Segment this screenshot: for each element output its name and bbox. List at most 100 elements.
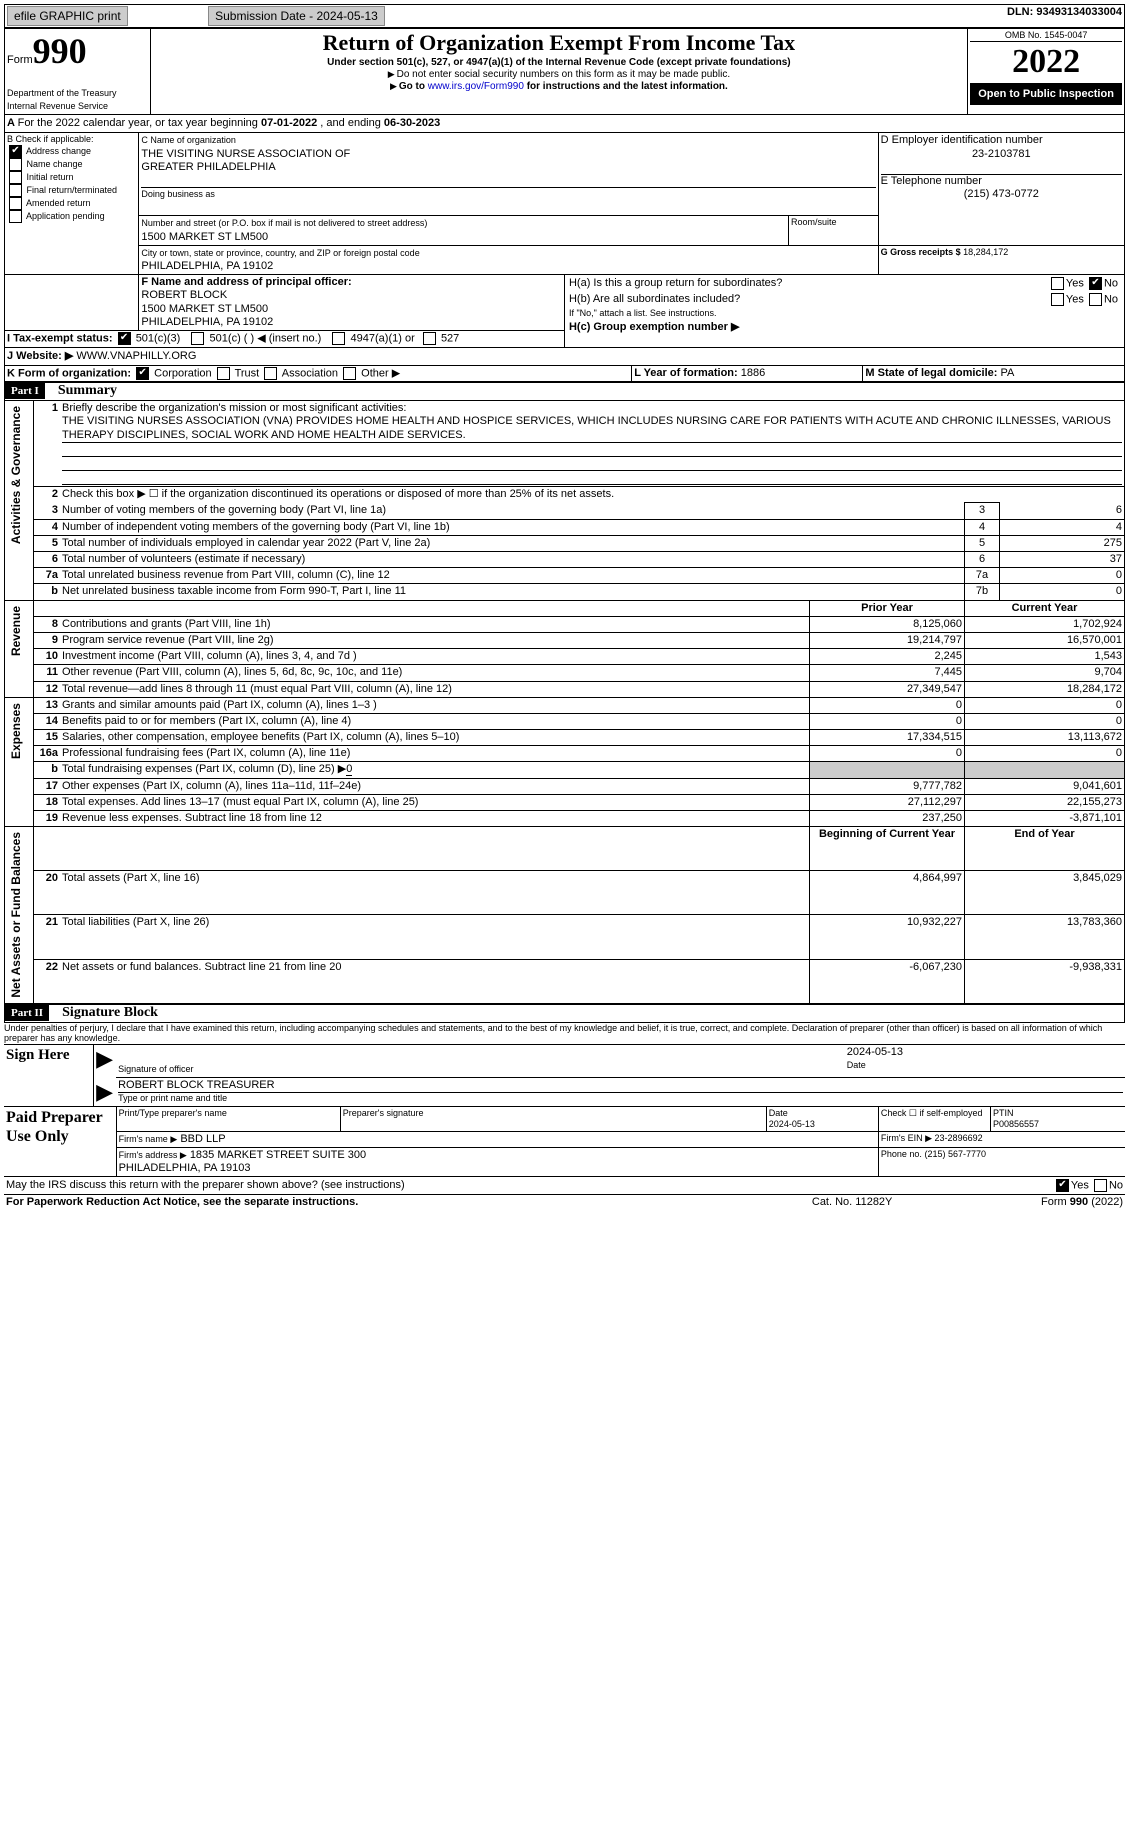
l-label: L Year of formation: bbox=[634, 367, 738, 379]
n: b bbox=[51, 585, 58, 597]
top-bar: efile GRAPHIC print Submission Date - 20… bbox=[4, 4, 1125, 28]
c: 22,155,273 bbox=[965, 794, 1125, 810]
section-bcdefg: B Check if applicable: ✔ Address change … bbox=[4, 133, 1125, 275]
officer-addr1: 1500 MARKET ST LM500 bbox=[141, 303, 268, 315]
chk-initial[interactable] bbox=[9, 171, 22, 184]
discuss-no[interactable] bbox=[1094, 1179, 1107, 1192]
form-footer: Form 990 (2022) bbox=[1041, 1196, 1123, 1208]
firm-ein: 23-2896692 bbox=[935, 1133, 983, 1143]
p: 8,125,060 bbox=[810, 616, 965, 632]
ptin: P00856557 bbox=[993, 1119, 1039, 1129]
chk-other[interactable] bbox=[343, 367, 356, 380]
chk-addr-change[interactable]: ✔ bbox=[9, 145, 22, 158]
chk-name-change[interactable] bbox=[9, 158, 22, 171]
city: PHILADELPHIA, PA 19102 bbox=[141, 260, 273, 272]
p: 0 bbox=[810, 713, 965, 729]
chk-trust[interactable] bbox=[217, 367, 230, 380]
n: 8 bbox=[52, 618, 58, 630]
date-label2: Date bbox=[769, 1108, 788, 1118]
ha-no[interactable]: ✔ bbox=[1089, 277, 1102, 290]
subtitle: Under section 501(c), 527, or 4947(a)(1)… bbox=[327, 57, 790, 68]
discuss: May the IRS discuss this return with the… bbox=[6, 1179, 405, 1191]
prep-date: 2024-05-13 bbox=[769, 1119, 815, 1129]
n: 9 bbox=[52, 634, 58, 646]
n: 11 bbox=[46, 666, 58, 678]
chk-amended[interactable] bbox=[9, 197, 22, 210]
part2-title: Signature Block bbox=[52, 1005, 158, 1020]
amended-return: Amended return bbox=[26, 198, 91, 208]
tax-year: 2022 bbox=[970, 42, 1122, 84]
c: 18,284,172 bbox=[965, 681, 1125, 697]
c: -9,938,331 bbox=[965, 959, 1125, 1003]
year-formation: 1886 bbox=[741, 367, 765, 379]
cat-no: Cat. No. 11282Y bbox=[762, 1195, 942, 1210]
part2-label: Part II bbox=[5, 1005, 49, 1021]
n: 21 bbox=[46, 916, 58, 928]
t: Total expenses. Add lines 13–17 (must eq… bbox=[60, 794, 810, 810]
n: 4 bbox=[52, 521, 58, 533]
discuss-row: May the IRS discuss this return with the… bbox=[4, 1177, 1125, 1195]
chk-501c[interactable] bbox=[191, 332, 204, 345]
header-line1: Do not enter social security numbers on … bbox=[397, 69, 730, 80]
boxd-label: D Employer identification number bbox=[881, 134, 1122, 147]
name-label: Type or print name and title bbox=[118, 1092, 1123, 1104]
n: 15 bbox=[46, 731, 58, 743]
no3: No bbox=[1109, 1180, 1123, 1192]
chk-assoc[interactable] bbox=[264, 367, 277, 380]
final-return: Final return/terminated bbox=[27, 185, 118, 195]
t: Contributions and grants (Part VIII, lin… bbox=[60, 616, 810, 632]
l16b-val: 0 bbox=[346, 763, 352, 776]
addr-change: Address change bbox=[26, 146, 91, 156]
discuss-yes[interactable]: ✔ bbox=[1056, 1179, 1069, 1192]
period-text-a: For the 2022 calendar year, or tax year … bbox=[18, 117, 261, 129]
declaration: Under penalties of perjury, I declare th… bbox=[4, 1023, 1125, 1046]
sign-here: Sign Here ▶ Signature of officer 2024-05… bbox=[4, 1045, 1125, 1107]
l1-text: THE VISITING NURSES ASSOCIATION (VNA) PR… bbox=[62, 415, 1122, 442]
v: 0 bbox=[1000, 584, 1125, 600]
n: 3 bbox=[52, 504, 58, 516]
hb-yes[interactable] bbox=[1051, 293, 1064, 306]
chk-527[interactable] bbox=[423, 332, 436, 345]
no-label: No bbox=[1104, 278, 1118, 290]
c: 9,704 bbox=[965, 665, 1125, 681]
t: Net assets or fund balances. Subtract li… bbox=[60, 959, 810, 1003]
boxg-label: G Gross receipts $ bbox=[881, 247, 961, 257]
tax-exempt-label: I Tax-exempt status: bbox=[7, 332, 113, 344]
chk-corp[interactable]: ✔ bbox=[136, 367, 149, 380]
firm-name: BBD LLP bbox=[180, 1133, 225, 1145]
chk-final[interactable] bbox=[9, 184, 22, 197]
dln-label: DLN: bbox=[1007, 6, 1033, 18]
v: 4 bbox=[1000, 519, 1125, 535]
assoc: Association bbox=[282, 367, 338, 379]
hb-no[interactable] bbox=[1089, 293, 1102, 306]
chk-501c3[interactable]: ✔ bbox=[118, 332, 131, 345]
k-label: K Form of organization: bbox=[7, 367, 131, 379]
yes-label2: Yes bbox=[1066, 293, 1084, 305]
chk-app-pending[interactable] bbox=[9, 210, 22, 223]
n: 16a bbox=[40, 747, 58, 759]
form990-link[interactable]: www.irs.gov/Form990 bbox=[428, 81, 524, 92]
street: 1500 MARKET ST LM500 bbox=[141, 231, 268, 243]
submission-btn[interactable]: Submission Date - 2024-05-13 bbox=[208, 6, 385, 26]
n: 17 bbox=[46, 780, 58, 792]
firm-ein-label: Firm's EIN ▶ bbox=[881, 1133, 932, 1143]
sig-officer-label: Signature of officer bbox=[118, 1064, 193, 1074]
dln: 93493134033004 bbox=[1036, 6, 1122, 18]
p: 7,445 bbox=[810, 665, 965, 681]
yes3: Yes bbox=[1071, 1180, 1089, 1192]
efile-btn[interactable]: efile GRAPHIC print bbox=[7, 6, 128, 26]
dba-label: Doing business as bbox=[141, 189, 215, 199]
app-pending: Application pending bbox=[26, 211, 105, 221]
paid-preparer: Paid Preparer Use Only Print/Type prepar… bbox=[4, 1107, 1125, 1177]
l1-label: Briefly describe the organization's miss… bbox=[62, 402, 406, 414]
name-title: ROBERT BLOCK TREASURER bbox=[118, 1079, 275, 1091]
p: -6,067,230 bbox=[810, 959, 965, 1003]
n: 10 bbox=[46, 650, 58, 662]
t: Salaries, other compensation, employee b… bbox=[60, 730, 810, 746]
chk-4947[interactable] bbox=[332, 332, 345, 345]
t: Grants and similar amounts paid (Part IX… bbox=[60, 697, 810, 713]
part2-header: Part II Signature Block bbox=[4, 1004, 1125, 1023]
firm-name-label: Firm's name ▶ bbox=[119, 1134, 178, 1144]
c: 1,702,924 bbox=[965, 616, 1125, 632]
ha-yes[interactable] bbox=[1051, 277, 1064, 290]
